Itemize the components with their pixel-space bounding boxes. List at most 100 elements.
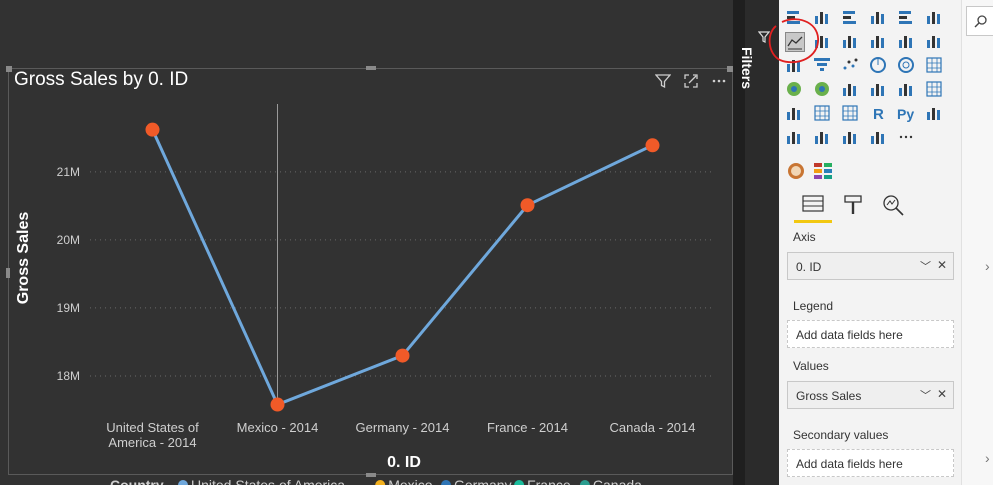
visual-title: Gross Sales by 0. ID [14, 69, 189, 90]
card-icon[interactable] [869, 80, 889, 100]
svg-text:R: R [873, 106, 884, 122]
values-field-well[interactable]: Gross Sales ﹀ ✕ [787, 381, 954, 409]
active-tab-indicator [794, 220, 832, 223]
stacked-area-chart-icon[interactable] [841, 32, 861, 52]
y-axis-title: Gross Sales [15, 212, 32, 305]
remove-field-icon[interactable]: ✕ [936, 387, 947, 401]
line-chart-icon[interactable] [785, 32, 805, 52]
chevron-right-icon[interactable]: › [985, 450, 990, 466]
resize-handle-top-right[interactable] [727, 66, 733, 72]
y-tick-label: 19M [57, 301, 80, 315]
y-tick-label: 18M [57, 369, 80, 383]
line-clustered-column-chart-icon[interactable] [869, 32, 889, 52]
x-tick-label: Canada - 2014 [609, 420, 695, 435]
paginated-report-icon[interactable] [841, 128, 861, 148]
treemap-icon[interactable] [925, 56, 945, 76]
more-visuals-icon[interactable] [897, 128, 917, 148]
resize-handle-top-left[interactable] [6, 66, 12, 72]
ribbon-chart-icon[interactable] [925, 32, 945, 52]
area-chart-icon[interactable] [813, 32, 833, 52]
legend-item: Mexico [388, 477, 433, 485]
map-icon[interactable] [785, 80, 805, 100]
search-icon [974, 15, 987, 28]
fields-pane [961, 0, 993, 485]
scatter-chart-icon[interactable] [841, 56, 861, 76]
tab-fields[interactable] [800, 192, 826, 218]
multi-row-card-icon[interactable] [897, 80, 917, 100]
python-visual-icon[interactable]: Py [897, 104, 917, 124]
y-tick-label: 21M [57, 165, 80, 179]
data-point [645, 138, 660, 153]
legend-item: Germany [454, 477, 512, 485]
100-stacked-bar-chart-icon[interactable] [897, 8, 917, 28]
resize-handle-left[interactable] [6, 268, 10, 278]
slicer-icon[interactable] [785, 104, 805, 124]
legend-marker [375, 480, 386, 485]
stacked-bar-chart-icon[interactable] [785, 8, 805, 28]
clustered-bar-chart-icon[interactable] [841, 8, 861, 28]
x-tick-label: France - 2014 [487, 420, 568, 435]
legend-section-label: Legend [793, 299, 834, 313]
filter-icon [758, 31, 770, 43]
donut-chart-icon[interactable] [897, 56, 917, 76]
data-point [145, 122, 160, 137]
pane-divider[interactable] [733, 0, 745, 485]
resize-handle-bottom[interactable] [366, 473, 376, 477]
remove-field-icon[interactable]: ✕ [936, 258, 947, 272]
table-icon[interactable] [813, 104, 833, 124]
x-axis-title: 0. ID [387, 454, 421, 471]
svg-text:Py: Py [897, 106, 914, 122]
focus-mode-icon[interactable] [682, 73, 700, 91]
custom-visual-icon[interactable] [787, 162, 805, 185]
filter-icon[interactable] [654, 73, 672, 91]
r-visual-icon[interactable]: R [869, 104, 889, 124]
x-tick-label: Germany - 2014 [356, 420, 450, 435]
secondary-values-section-label: Secondary values [793, 428, 889, 442]
funnel-chart-icon[interactable] [813, 56, 833, 76]
axis-section-label: Axis [793, 230, 816, 244]
legend-item: Canada [593, 477, 642, 485]
decomposition-tree-icon[interactable] [785, 128, 805, 148]
legend-item: United States of America [191, 477, 345, 485]
custom-visual-icon-2[interactable] [813, 162, 833, 185]
waterfall-chart-icon[interactable] [785, 56, 805, 76]
values-field-name: Gross Sales [796, 389, 862, 403]
pie-chart-icon[interactable] [869, 56, 889, 76]
legend-marker [514, 480, 525, 485]
100-stacked-column-chart-icon[interactable] [925, 8, 945, 28]
x-tick-label: United States of America - 2014 [106, 420, 199, 450]
axis-field-well[interactable]: 0. ID ﹀ ✕ [787, 252, 954, 280]
data-point [395, 348, 410, 363]
legend-item: France [527, 477, 571, 485]
chevron-down-icon[interactable]: ﹀ [920, 390, 931, 402]
fields-search-input[interactable] [966, 6, 993, 36]
filters-pane-collapsed[interactable] [745, 0, 779, 485]
gauge-icon[interactable] [841, 80, 861, 100]
stacked-column-chart-icon[interactable] [813, 8, 833, 28]
secondary-values-placeholder: Add data fields here [796, 457, 903, 471]
tab-analytics[interactable] [880, 192, 906, 218]
filled-map-icon[interactable] [813, 80, 833, 100]
filters-label: Filters [739, 46, 756, 90]
more-options-icon[interactable] [710, 73, 728, 91]
tab-format[interactable] [840, 192, 866, 218]
kpi-icon[interactable] [925, 80, 945, 100]
secondary-values-field-well[interactable]: Add data fields here [787, 449, 954, 477]
chevron-right-icon[interactable]: › [985, 258, 990, 274]
clustered-column-chart-icon[interactable] [869, 8, 889, 28]
power-apps-icon[interactable] [869, 128, 889, 148]
qa-icon[interactable] [813, 128, 833, 148]
x-tick-label: Mexico - 2014 [237, 420, 319, 435]
visual-header-icons [654, 73, 728, 91]
legend-title: Country [110, 477, 164, 485]
legend-field-well[interactable]: Add data fields here [787, 320, 954, 348]
legend-marker [579, 480, 590, 485]
series-line [151, 129, 654, 407]
matrix-icon[interactable] [841, 104, 861, 124]
data-point [520, 198, 535, 213]
legend-placeholder: Add data fields here [796, 328, 903, 342]
chevron-down-icon[interactable]: ﹀ [920, 261, 931, 273]
resize-handle-top[interactable] [366, 66, 376, 70]
key-influencers-icon[interactable] [925, 104, 945, 124]
line-stacked-column-chart-icon[interactable] [897, 32, 917, 52]
